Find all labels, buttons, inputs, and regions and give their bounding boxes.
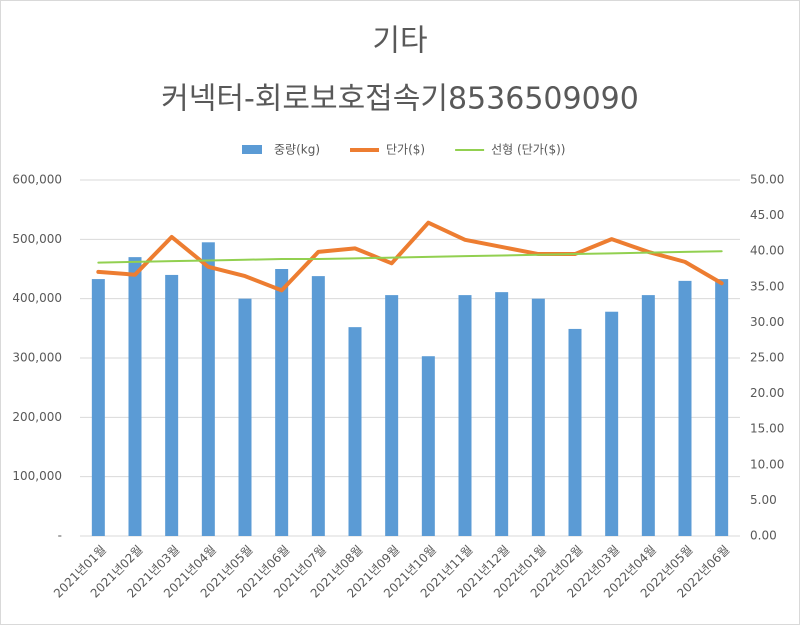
y-tick-label: 600,000 <box>12 173 62 187</box>
bar <box>605 311 619 536</box>
chart-title: 기타 <box>372 24 427 59</box>
y2-tick-label: 5.00 <box>750 493 777 507</box>
y-tick-label: 400,000 <box>12 291 62 305</box>
y-tick-label: 200,000 <box>12 410 62 424</box>
y-tick-label: 500,000 <box>12 232 62 246</box>
bar <box>165 274 179 536</box>
bar <box>238 298 252 536</box>
y-tick-label: 100,000 <box>12 469 62 483</box>
bar <box>91 279 105 536</box>
y2-tick-label: 25.00 <box>750 351 784 365</box>
bar <box>678 280 692 536</box>
y2-tick-label: 10.00 <box>750 457 784 471</box>
line <box>97 250 723 264</box>
bar <box>311 276 325 536</box>
line <box>96 220 724 293</box>
legend-swatch <box>242 145 262 154</box>
y2-tick-label: 15.00 <box>750 422 784 436</box>
y2-tick-label: 50.00 <box>750 173 784 187</box>
bar <box>421 356 435 536</box>
y2-tick-label: 30.00 <box>750 315 784 329</box>
bar <box>568 328 582 536</box>
chart-subtitle: 커넥터-회로보호접속기8536509090 <box>161 82 639 117</box>
bar <box>641 295 655 536</box>
y2-tick-label: 20.00 <box>750 386 784 400</box>
bar <box>531 298 545 536</box>
y-tick-label: - <box>58 529 62 543</box>
legend-label: 단가($) <box>386 143 425 157</box>
bar <box>458 295 472 536</box>
legend-label: 선형 (단가($)) <box>491 143 565 157</box>
bar <box>715 279 729 536</box>
bar <box>201 242 215 537</box>
bar <box>348 327 362 536</box>
y2-tick-label: 35.00 <box>750 279 784 293</box>
legend-label: 중량(kg) <box>274 143 320 157</box>
y2-tick-label: 0.00 <box>750 529 777 543</box>
y2-tick-label: 40.00 <box>750 244 784 258</box>
y-tick-label: 300,000 <box>12 351 62 365</box>
bar <box>275 269 289 536</box>
y2-tick-label: 45.00 <box>750 208 784 222</box>
bar <box>385 295 399 536</box>
bar <box>495 292 509 536</box>
bar <box>128 257 142 536</box>
